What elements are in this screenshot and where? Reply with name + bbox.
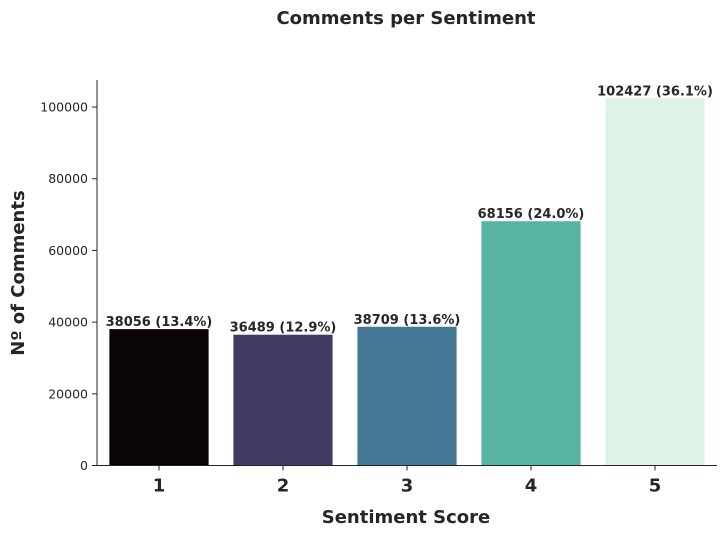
chart-title: Comments per Sentiment (276, 8, 535, 29)
y-tick-label: 60000 (48, 243, 88, 258)
bar (109, 329, 209, 466)
x-tick-label: 5 (649, 476, 662, 497)
x-axis-label: Sentiment Score (322, 507, 491, 528)
x-tick-label: 2 (277, 476, 290, 497)
x-tick-label: 4 (525, 476, 538, 497)
bar-data-label: 38056 (13.4%) (106, 315, 213, 330)
x-tick-label: 1 (153, 476, 166, 497)
y-tick-label: 100000 (40, 100, 88, 115)
y-tick-label: 20000 (48, 386, 88, 401)
plot-area: 0 20000 40000 60000 80000 100000 38056 (13.4%)… (40, 84, 713, 496)
bar-data-label: 68156 (24.0%) (478, 207, 585, 222)
bar (357, 326, 457, 466)
bar (481, 221, 581, 466)
bar-data-label: 38709 (13.6%) (354, 313, 461, 328)
bar-data-label: 36489 (12.9%) (230, 321, 337, 336)
y-axis-label: Nº of Comments (8, 190, 29, 355)
y-tick-label: 80000 (48, 171, 88, 186)
bar-data-label: 102427 (36.1%) (597, 84, 713, 99)
y-tick-label: 40000 (48, 315, 88, 330)
bar (605, 98, 705, 466)
bar (233, 334, 333, 466)
x-tick-label: 3 (401, 476, 414, 497)
y-tick-label: 0 (80, 458, 88, 473)
